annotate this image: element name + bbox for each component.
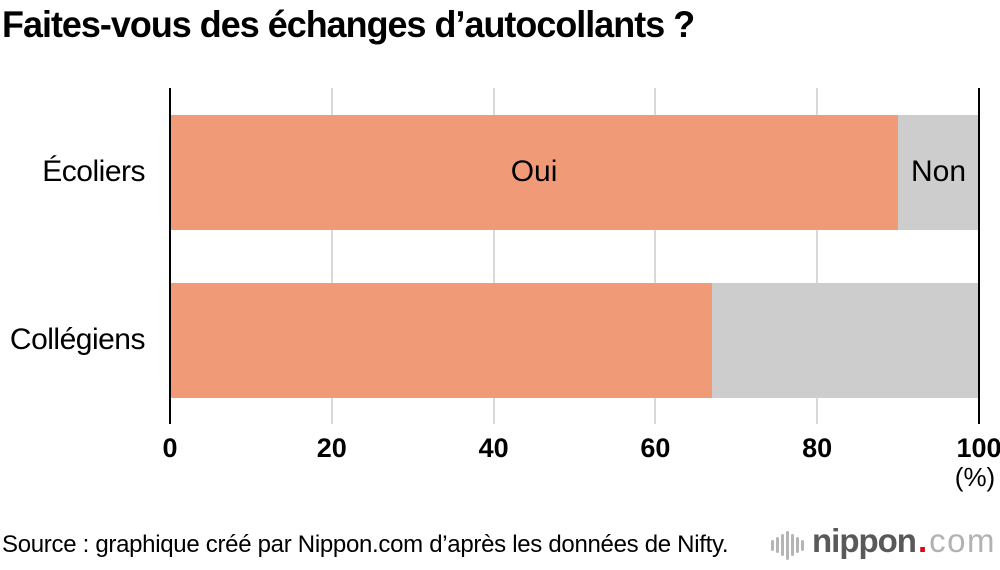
logo-com-text: com — [929, 522, 996, 559]
bar-segment-oui: Oui — [170, 114, 899, 230]
bar-segment-non — [712, 282, 979, 398]
bar-segment-non: Non — [898, 114, 979, 230]
logo-nippon-text: nippon — [812, 522, 917, 559]
nippon-logo: nippon . com — [812, 522, 996, 560]
soundwave-bar — [801, 539, 804, 551]
gridline — [816, 88, 819, 424]
x-tick-label: 100 — [956, 433, 1000, 463]
gridline — [330, 88, 333, 424]
soundwave-bar — [786, 530, 789, 560]
x-tick-label: 0 — [162, 433, 178, 463]
soundwave-bar — [791, 534, 794, 556]
logo-red-dot-icon: . — [917, 522, 928, 559]
category-label: Collégiens — [9, 323, 146, 356]
chart-title: Faites-vous des échanges d’autocollants … — [2, 4, 695, 45]
soundwave-bar — [796, 537, 799, 553]
soundwave-bar — [776, 537, 779, 553]
axis-line — [169, 88, 171, 424]
segment-label-oui: Oui — [510, 155, 558, 188]
x-tick-label: 40 — [478, 433, 509, 463]
gridline — [492, 88, 495, 424]
axis-line — [978, 88, 980, 424]
gridline — [654, 88, 657, 424]
bar-segment-oui — [170, 282, 713, 398]
x-axis-unit-label: (%) — [954, 462, 996, 492]
x-tick-label: 20 — [316, 433, 347, 463]
segment-label-non: Non — [911, 155, 967, 188]
soundwave-icon — [771, 530, 804, 560]
x-tick-label: 60 — [640, 433, 671, 463]
soundwave-bar — [781, 534, 784, 556]
x-tick-label: 80 — [802, 433, 833, 463]
soundwave-bar — [771, 539, 774, 551]
source-text: Source : graphique créé par Nippon.com d… — [2, 531, 729, 558]
category-label: Écoliers — [42, 155, 145, 188]
